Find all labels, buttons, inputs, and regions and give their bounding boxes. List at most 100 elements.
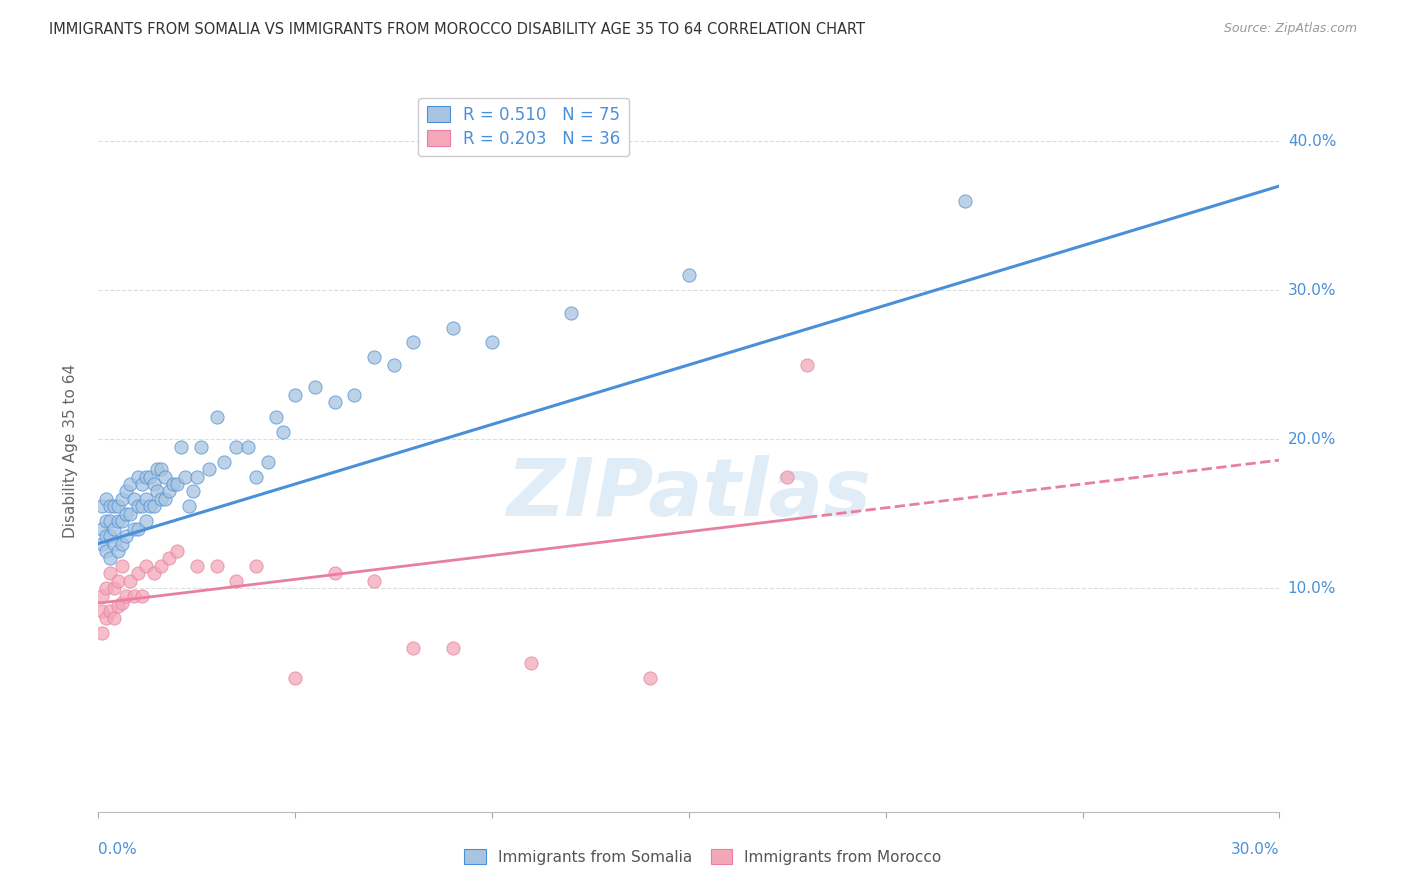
Point [96, 514, 118, 528]
Point [111, 596, 134, 610]
Point [481, 335, 503, 350]
Y-axis label: Disability Age 35 to 64: Disability Age 35 to 64 [63, 363, 77, 538]
Point [560, 306, 582, 320]
Point [96, 491, 118, 506]
Text: ZIPatlas: ZIPatlas [506, 455, 872, 533]
Point [111, 558, 134, 573]
Point [98, 500, 121, 514]
Point [284, 671, 307, 685]
Point [245, 558, 267, 573]
Point [441, 320, 464, 334]
Point [115, 507, 138, 521]
Point [520, 656, 543, 670]
Point [363, 574, 385, 588]
Point [91, 604, 114, 618]
Point [131, 589, 153, 603]
Point [138, 500, 160, 514]
Text: Source: ZipAtlas.com: Source: ZipAtlas.com [1223, 22, 1357, 36]
Point [135, 514, 157, 528]
Point [142, 500, 165, 514]
Point [155, 469, 177, 483]
Point [264, 409, 287, 424]
Point [131, 477, 153, 491]
Point [205, 409, 228, 424]
Point [177, 500, 200, 514]
Point [236, 440, 259, 454]
Point [150, 491, 173, 506]
Point [135, 469, 157, 483]
Point [107, 514, 129, 528]
Point [103, 522, 125, 536]
Point [103, 500, 125, 514]
Point [953, 194, 976, 208]
Point [103, 611, 125, 625]
Point [638, 671, 661, 685]
Point [107, 599, 129, 614]
Point [111, 491, 134, 506]
Point [157, 484, 180, 499]
Point [441, 640, 464, 655]
Point [127, 522, 149, 536]
Point [127, 500, 149, 514]
Point [122, 522, 145, 536]
Point [323, 566, 346, 581]
Point [122, 491, 145, 506]
Point [115, 484, 138, 499]
Text: 0.0%: 0.0% [98, 842, 138, 857]
Point [796, 358, 818, 372]
Point [103, 581, 125, 595]
Point [256, 455, 278, 469]
Point [91, 522, 114, 536]
Point [678, 268, 700, 283]
Point [131, 500, 153, 514]
Point [225, 440, 247, 454]
Point [142, 566, 165, 581]
Point [127, 469, 149, 483]
Point [363, 351, 385, 365]
Point [162, 477, 184, 491]
Point [118, 477, 141, 491]
Point [96, 611, 118, 625]
Point [150, 558, 173, 573]
Text: 40.0%: 40.0% [1288, 134, 1336, 149]
Text: 10.0%: 10.0% [1288, 581, 1336, 596]
Point [98, 514, 121, 528]
Point [343, 387, 366, 401]
Point [91, 626, 114, 640]
Point [146, 484, 169, 499]
Point [382, 358, 405, 372]
Point [96, 529, 118, 543]
Point [142, 477, 165, 491]
Point [127, 566, 149, 581]
Point [91, 589, 114, 603]
Point [138, 469, 160, 483]
Point [111, 536, 134, 550]
Point [181, 484, 204, 499]
Point [115, 589, 138, 603]
Point [166, 544, 188, 558]
Point [115, 529, 138, 543]
Point [170, 440, 193, 454]
Legend: Immigrants from Somalia, Immigrants from Morocco: Immigrants from Somalia, Immigrants from… [458, 843, 948, 871]
Point [155, 491, 177, 506]
Point [107, 500, 129, 514]
Point [111, 514, 134, 528]
Text: 20.0%: 20.0% [1288, 432, 1336, 447]
Point [205, 558, 228, 573]
Point [166, 477, 188, 491]
Point [107, 544, 129, 558]
Point [214, 455, 236, 469]
Point [174, 469, 197, 483]
Point [186, 558, 208, 573]
Point [304, 380, 326, 394]
Point [225, 574, 247, 588]
Point [118, 507, 141, 521]
Point [146, 462, 169, 476]
Point [190, 440, 212, 454]
Point [402, 640, 425, 655]
Point [157, 551, 180, 566]
Point [91, 536, 114, 550]
Point [197, 462, 219, 476]
Text: IMMIGRANTS FROM SOMALIA VS IMMIGRANTS FROM MOROCCO DISABILITY AGE 35 TO 64 CORRE: IMMIGRANTS FROM SOMALIA VS IMMIGRANTS FR… [49, 22, 865, 37]
Point [118, 574, 141, 588]
